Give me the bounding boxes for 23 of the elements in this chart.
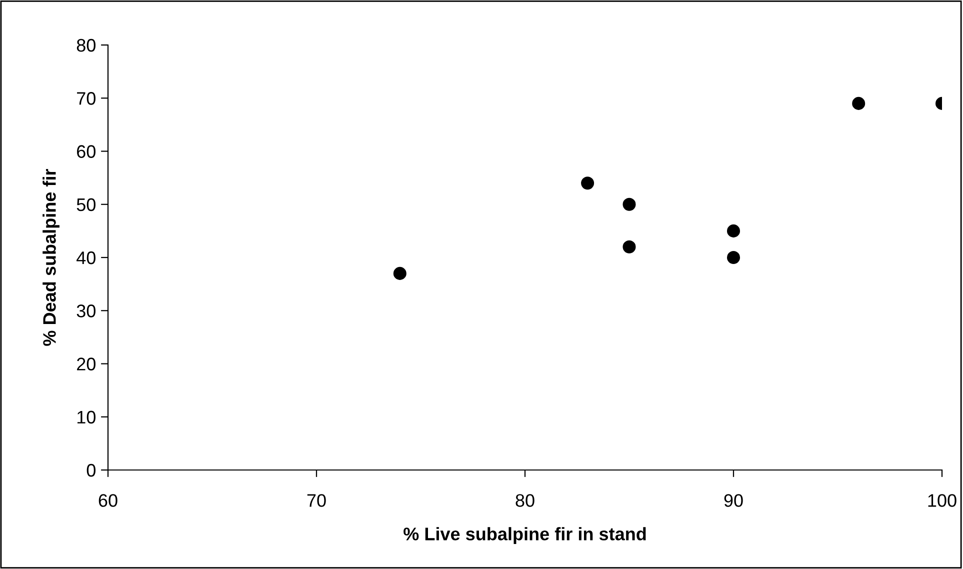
y-tick-label: 10 [77, 410, 96, 424]
point [622, 240, 636, 254]
y-tick-label: 30 [76, 304, 96, 318]
y-tick-label: 60 [77, 145, 96, 158]
y-tick-label: 0 [86, 464, 96, 477]
y-tick-label: 20 [77, 358, 96, 370]
point [393, 266, 406, 280]
x-tick-label: 80 [516, 494, 534, 507]
point [726, 224, 740, 238]
y-tick-label: 70 [77, 92, 96, 105]
x-tick-label: 70 [307, 494, 326, 507]
x-tick-label: 60 [98, 494, 118, 507]
point [622, 198, 636, 211]
y-tick-label: 40 [76, 251, 96, 264]
x-tick-label: 100 [928, 494, 956, 507]
point [581, 176, 594, 190]
point [852, 96, 866, 110]
x-tick-label: 90 [724, 494, 743, 507]
x-axis-title: % Live subalpine fir in stand [404, 527, 646, 544]
y-axis-title: % Dead subalpine fir [42, 168, 60, 346]
y-tick-label: 50 [76, 198, 96, 212]
y-tick-label: 80 [76, 38, 96, 52]
point [726, 250, 740, 264]
